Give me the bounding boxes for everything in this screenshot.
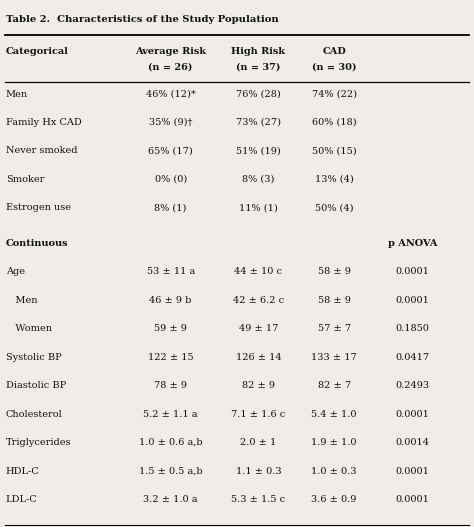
Text: Diastolic BP: Diastolic BP [6,381,66,390]
Text: 0.2493: 0.2493 [395,381,429,390]
Text: 0.1850: 0.1850 [395,324,429,333]
Text: 0.0417: 0.0417 [395,353,429,362]
Text: Never smoked: Never smoked [6,147,77,155]
Text: 2.0 ± 1: 2.0 ± 1 [240,438,276,447]
Text: HDL-C: HDL-C [6,466,39,475]
Text: 8% (1): 8% (1) [155,203,187,212]
Text: 46% (12)*: 46% (12)* [146,90,195,99]
Text: Continuous: Continuous [6,239,68,248]
Text: 3.2 ± 1.0 a: 3.2 ± 1.0 a [144,495,198,504]
Text: Family Hx CAD: Family Hx CAD [6,118,82,127]
Text: 1.1 ± 0.3: 1.1 ± 0.3 [236,466,281,475]
Text: 73% (27): 73% (27) [236,118,281,127]
Text: Men: Men [6,90,28,99]
Text: 13% (4): 13% (4) [315,175,354,184]
Text: 78 ± 9: 78 ± 9 [154,381,187,390]
Text: High Risk: High Risk [231,47,285,56]
Text: (n = 30): (n = 30) [312,63,356,72]
Text: 5.2 ± 1.1 a: 5.2 ± 1.1 a [144,409,198,418]
Text: Age: Age [6,267,25,276]
Text: 51% (19): 51% (19) [236,147,281,155]
Text: 0.0001: 0.0001 [395,296,429,305]
Text: 3.6 ± 0.9: 3.6 ± 0.9 [311,495,357,504]
Text: Average Risk: Average Risk [135,47,206,56]
Text: 0.0001: 0.0001 [395,267,429,276]
Text: Table 2.  Characteristics of the Study Population: Table 2. Characteristics of the Study Po… [6,15,278,24]
Text: 122 ± 15: 122 ± 15 [148,353,193,362]
Text: Systolic BP: Systolic BP [6,353,62,362]
Text: Women: Women [6,324,52,333]
Text: Categorical: Categorical [6,47,69,56]
Text: 0.0014: 0.0014 [395,438,429,447]
Text: 57 ± 7: 57 ± 7 [318,324,351,333]
Text: 50% (15): 50% (15) [312,147,356,155]
Text: p ANOVA: p ANOVA [388,239,437,248]
Text: Men: Men [6,296,37,305]
Text: 53 ± 11 a: 53 ± 11 a [146,267,195,276]
Text: 1.9 ± 1.0: 1.9 ± 1.0 [311,438,357,447]
Text: 7.1 ± 1.6 c: 7.1 ± 1.6 c [231,409,285,418]
Text: Smoker: Smoker [6,175,44,184]
Text: 5.4 ± 1.0: 5.4 ± 1.0 [311,409,357,418]
Text: Triglycerides: Triglycerides [6,438,71,447]
Text: Estrogen use: Estrogen use [6,203,71,212]
Text: CAD: CAD [322,47,346,56]
Text: 35% (9)†: 35% (9)† [149,118,192,127]
Text: 133 ± 17: 133 ± 17 [311,353,357,362]
Text: 60% (18): 60% (18) [312,118,356,127]
Text: Cholesterol: Cholesterol [6,409,63,418]
Text: 76% (28): 76% (28) [236,90,281,99]
Text: 59 ± 9: 59 ± 9 [154,324,187,333]
Text: 126 ± 14: 126 ± 14 [236,353,281,362]
Text: 50% (4): 50% (4) [315,203,354,212]
Text: (n = 37): (n = 37) [236,63,281,72]
Text: 42 ± 6.2 c: 42 ± 6.2 c [233,296,284,305]
Text: 0.0001: 0.0001 [395,495,429,504]
Text: 5.3 ± 1.5 c: 5.3 ± 1.5 c [231,495,285,504]
Text: 0.0001: 0.0001 [395,466,429,475]
Text: 58 ± 9: 58 ± 9 [318,296,351,305]
Text: 82 ± 9: 82 ± 9 [242,381,275,390]
Text: 46 ± 9 b: 46 ± 9 b [149,296,192,305]
Text: 1.0 ± 0.3: 1.0 ± 0.3 [311,466,357,475]
Text: 65% (17): 65% (17) [148,147,193,155]
Text: 11% (1): 11% (1) [239,203,278,212]
Text: 1.5 ± 0.5 a,b: 1.5 ± 0.5 a,b [139,466,202,475]
Text: 1.0 ± 0.6 a,b: 1.0 ± 0.6 a,b [139,438,202,447]
Text: 8% (3): 8% (3) [242,175,274,184]
Text: (n = 26): (n = 26) [148,63,193,72]
Text: 0.0001: 0.0001 [395,409,429,418]
Text: 82 ± 7: 82 ± 7 [318,381,351,390]
Text: 0% (0): 0% (0) [155,175,187,184]
Text: 58 ± 9: 58 ± 9 [318,267,351,276]
Text: LDL-C: LDL-C [6,495,37,504]
Text: 44 ± 10 c: 44 ± 10 c [234,267,283,276]
Text: 49 ± 17: 49 ± 17 [238,324,278,333]
Text: 74% (22): 74% (22) [312,90,356,99]
